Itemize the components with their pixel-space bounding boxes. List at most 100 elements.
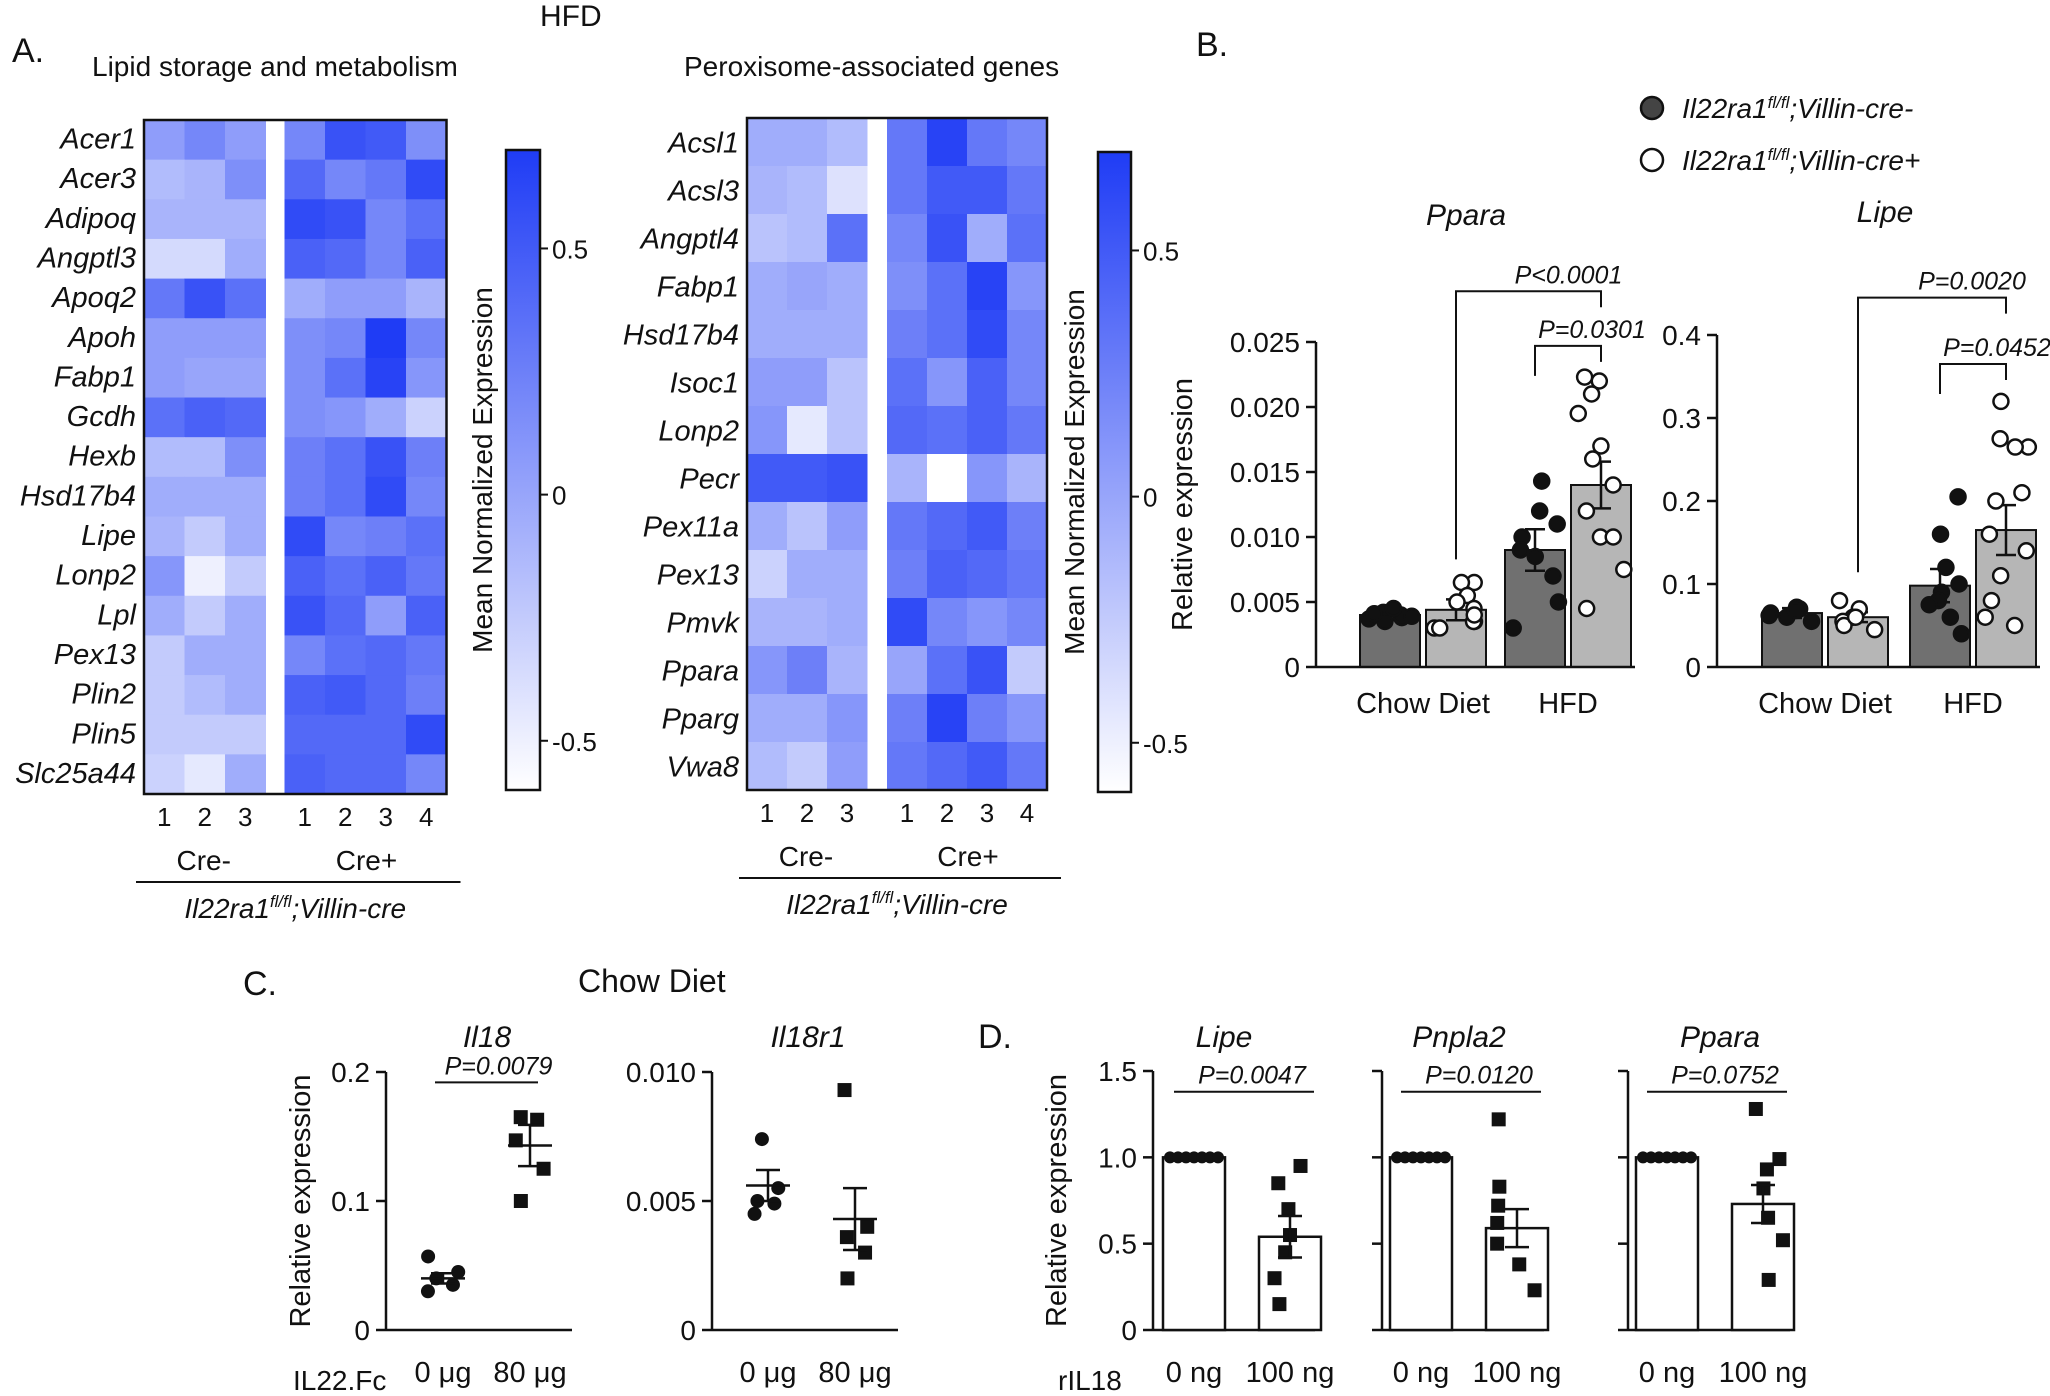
chart-title: Il18 <box>463 1021 512 1054</box>
heatmap-cell <box>406 238 447 280</box>
heatmap-cell <box>365 754 407 795</box>
data-point-square <box>1759 1162 1774 1177</box>
heatmap-cell <box>747 598 788 647</box>
heatmap-cell <box>284 714 326 755</box>
data-point-filled <box>1530 502 1549 520</box>
legend-genotype: Il22ra1fl/fl;Villin-cre-Il22ra1fl/fl;Vil… <box>1639 93 1920 176</box>
panel-label-b: B. <box>1196 26 1228 64</box>
data-point-open <box>1846 608 1865 626</box>
heatmap-row-label: Angptl4 <box>639 224 739 256</box>
heatmap-cell <box>184 238 226 280</box>
heatmap-row-label: Fabp1 <box>657 272 739 304</box>
heatmap-cell <box>225 437 266 478</box>
group-label-cre-minus: Cre- <box>779 841 833 872</box>
heatmap-cell <box>144 318 185 359</box>
heatmap-cell <box>325 159 366 200</box>
heatmap-cell <box>887 598 928 647</box>
heatmap-cell <box>967 694 1008 743</box>
heatmap-col-label: 1 <box>760 798 774 828</box>
data-point-square <box>858 1245 873 1260</box>
heatmap-row-label: Lonp2 <box>55 560 136 592</box>
chart-title: Ppara <box>1426 199 1506 232</box>
heatmap-cell <box>1007 166 1048 215</box>
heatmap-cell <box>406 714 447 755</box>
data-point-square <box>1527 1283 1542 1298</box>
heatmap-cell <box>365 199 407 240</box>
heatmap-cell <box>144 675 185 716</box>
x-category-label: 100 ng <box>1473 1357 1562 1389</box>
heatmap-cell <box>365 357 407 399</box>
heatmap-cell <box>365 635 407 676</box>
group-label-cre-plus: Cre+ <box>336 845 397 876</box>
heatmap-row-label: Lonp2 <box>658 416 739 448</box>
data-point-filled <box>1802 612 1821 631</box>
heatmap-col-label: 1 <box>298 802 312 832</box>
data-point-square <box>1775 1233 1790 1248</box>
heatmap-cell <box>967 646 1008 695</box>
colorbar-tick-label: 0 <box>1143 483 1157 513</box>
heatmap-row-label: Hexb <box>68 441 136 473</box>
heatmap-cell <box>827 646 868 695</box>
data-point-square <box>1278 1245 1293 1260</box>
heatmap-cell <box>365 595 407 636</box>
heatmap-cell <box>184 199 226 240</box>
data-point-filled <box>1544 567 1562 585</box>
scatter-il18r1: 0 0.005 0.010 0 μg 80 μg Il18r1 <box>626 1021 898 1389</box>
heatmap-cell <box>365 516 407 557</box>
panel-label-a: A. <box>12 32 44 70</box>
heatmap-cell <box>1007 694 1048 743</box>
p-value-label: P=0.0047 <box>1198 1062 1307 1090</box>
x-category-label: 100 ng <box>1719 1357 1808 1389</box>
heatmap-cell <box>406 516 447 557</box>
heatmap-cell <box>827 550 868 599</box>
heatmap-cell <box>406 675 447 716</box>
heatmap-cell <box>406 159 447 200</box>
data-point-open <box>1569 404 1588 423</box>
y-tick-label: 0 <box>680 1315 696 1346</box>
y-tick-label: 0.3 <box>1662 403 1701 434</box>
data-point-circle <box>747 1206 762 1221</box>
colorbar-tick-label: 0.5 <box>1143 236 1179 266</box>
data-point-filled <box>1920 596 1939 614</box>
heatmap-title: Lipid storage and metabolism <box>92 51 458 82</box>
data-point-filled <box>1365 604 1383 623</box>
data-point-filled <box>1526 547 1544 566</box>
heatmap-cell <box>144 159 185 200</box>
heatmap-cell <box>827 118 868 167</box>
heatmap-cell <box>967 358 1008 407</box>
legend-gene: Il22ra1 <box>1682 93 1768 124</box>
heatmap-cell <box>967 550 1008 599</box>
heatmap-col-label: 2 <box>940 798 954 828</box>
heatmap-cell <box>787 358 828 407</box>
data-point-circle <box>1685 1151 1697 1164</box>
y-axis-label: Relative expression <box>285 1074 317 1327</box>
legend-sup: fl/fl <box>1768 145 1791 164</box>
data-point-circle <box>451 1264 466 1279</box>
bar-chart-ppara: 0 0.005 0.010 0.015 0.020 0.025 Chow Diet HFD Pp… <box>1167 199 1646 720</box>
bar <box>1388 1156 1454 1332</box>
data-point-square <box>1490 1215 1505 1230</box>
y-tick-label: 0.020 <box>1230 392 1300 423</box>
y-tick-label: 1.0 <box>1098 1142 1137 1173</box>
heatmap-cell <box>887 406 928 455</box>
x-category-label: 0 ng <box>1639 1357 1695 1389</box>
heatmap-cell <box>225 714 266 755</box>
heatmap-cell <box>747 262 788 311</box>
heatmap-cell <box>184 556 226 597</box>
heatmap-cell <box>184 278 226 319</box>
heatmap-cell <box>827 310 868 359</box>
chart-title: Il18r1 <box>770 1021 845 1054</box>
heatmap-cell <box>325 397 366 438</box>
heatmap-cell <box>747 310 788 359</box>
heatmap-cell <box>787 118 828 167</box>
heatmap-cell <box>365 397 407 438</box>
panel-label-c: C. <box>243 965 277 1003</box>
heatmap-cell <box>325 357 366 399</box>
heatmap-cell <box>325 675 366 716</box>
heatmap-cell <box>144 754 185 795</box>
data-point-open <box>2017 542 2036 560</box>
heatmap-row-label: Pex11a <box>643 512 739 544</box>
heatmap-cell <box>284 556 326 597</box>
heatmap-cell <box>184 595 226 636</box>
heatmap-cell <box>184 516 226 557</box>
